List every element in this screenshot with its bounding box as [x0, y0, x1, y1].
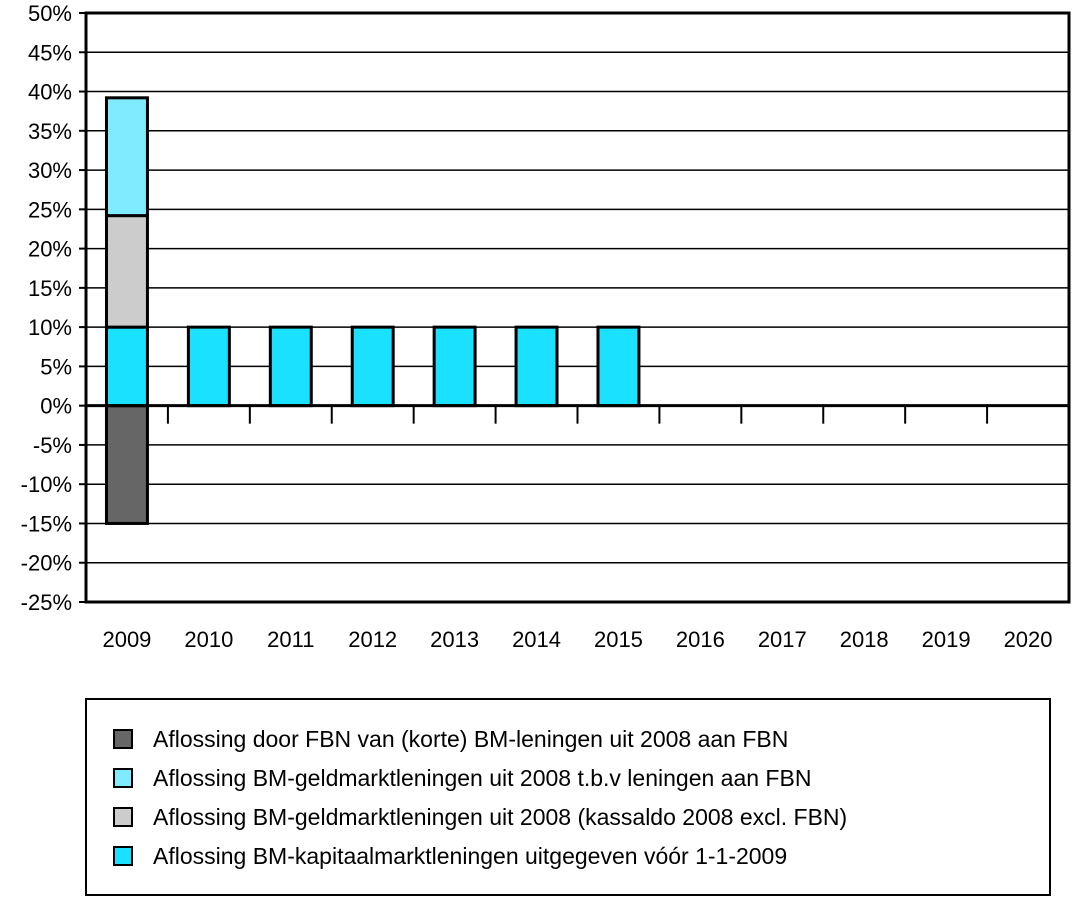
x-tick-label: 2016	[676, 627, 725, 652]
y-tick-label: -5%	[33, 433, 72, 458]
y-tick-label: 0%	[40, 394, 72, 419]
bar-segment	[104, 404, 149, 525]
legend-item: Aflossing BM-geldmarktleningen uit 2008 …	[113, 802, 847, 832]
bar-segment	[104, 325, 149, 408]
legend-swatch	[113, 846, 133, 866]
bar-segment	[104, 214, 149, 329]
legend: Aflossing door FBN van (korte) BM-lening…	[85, 698, 1051, 896]
bar-segment	[350, 325, 395, 408]
y-axis-ticks: 50% 45% 40% 35% 30% 25% 20% 15% 10% 5% 0% -5% -10% -1…	[21, 1, 86, 615]
x-tick-label: 2014	[512, 627, 561, 652]
legend-item: Aflossing BM-geldmarktleningen uit 2008 …	[113, 763, 811, 793]
legend-label: Aflossing BM-geldmarktleningen uit 2008 …	[153, 803, 848, 830]
bar-segment	[432, 325, 477, 408]
x-tick-label: 2010	[184, 627, 233, 652]
legend-label: Aflossing door FBN van (korte) BM-lening…	[153, 725, 789, 752]
y-tick-label: -25%	[21, 590, 72, 615]
y-tick-label: -15%	[21, 511, 72, 536]
x-tick-label: 2018	[840, 627, 889, 652]
y-tick-label: 50%	[28, 1, 72, 26]
y-tick-label: 15%	[28, 276, 72, 301]
bar-segment	[268, 325, 313, 408]
y-tick-label: -10%	[21, 472, 72, 497]
legend-swatch	[113, 729, 133, 749]
y-tick-label: 25%	[28, 197, 72, 222]
x-tick-label: 2011	[267, 627, 314, 652]
legend-swatch	[113, 807, 133, 827]
x-tick-label: 2017	[758, 627, 807, 652]
x-tick-label: 2020	[1004, 627, 1053, 652]
bar-segment	[186, 325, 231, 408]
legend-label: Aflossing BM-kapitaalmarktleningen uitge…	[153, 842, 788, 869]
plot-frame	[84, 11, 1071, 604]
bar-segment	[596, 325, 641, 408]
legend-label: Aflossing BM-geldmarktleningen uit 2008 …	[153, 764, 812, 791]
x-axis-ticks: 2009 2010 2011 2012 2013 2014 2015 2016 2017 2018…	[102, 405, 1053, 652]
x-tick-label: 2013	[430, 627, 479, 652]
bar-segment	[104, 96, 149, 218]
x-tick-label: 2015	[594, 627, 643, 652]
legend-item: Aflossing BM-kapitaalmarktleningen uitge…	[113, 841, 787, 871]
y-tick-label: 20%	[28, 237, 72, 262]
y-tick-label: 40%	[28, 80, 72, 105]
y-tick-label: -20%	[21, 551, 72, 576]
axes	[84, 11, 1071, 604]
x-tick-label: 2019	[922, 627, 971, 652]
y-tick-label: 35%	[28, 119, 72, 144]
y-tick-label: 5%	[40, 354, 72, 379]
gridlines	[86, 12, 1069, 603]
legend-item: Aflossing door FBN van (korte) BM-lening…	[113, 724, 788, 754]
bar-chart: 50% 45% 40% 35% 30% 25% 20% 15% 10% 5% 0% -5% -10% -1…	[21, 1, 1071, 652]
bars	[104, 96, 641, 525]
y-tick-label: 45%	[28, 40, 72, 65]
bar-segment	[514, 325, 559, 408]
x-tick-label: 2012	[348, 627, 397, 652]
legend-swatch	[113, 768, 133, 788]
y-tick-label: 10%	[28, 315, 72, 340]
x-tick-label: 2009	[102, 627, 151, 652]
y-tick-label: 30%	[28, 158, 72, 183]
